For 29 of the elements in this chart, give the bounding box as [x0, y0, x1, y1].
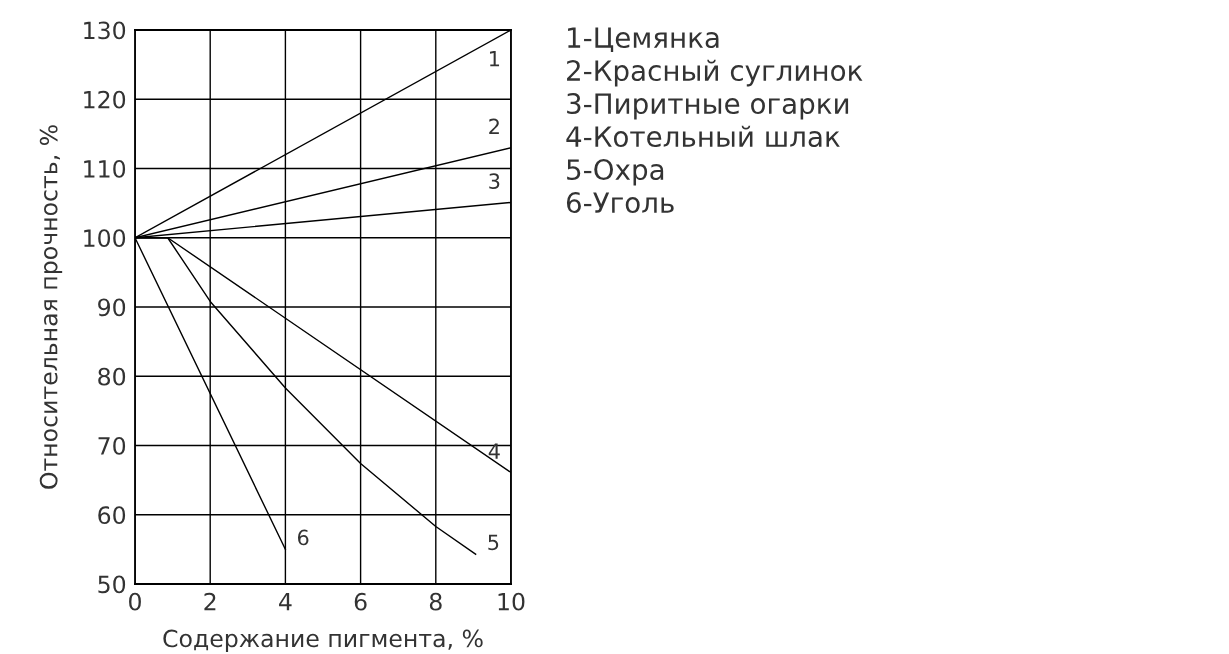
y-tick-label: 60	[98, 506, 126, 525]
y-tick-label: 80	[98, 367, 126, 386]
y-tick-label: 50	[98, 575, 126, 594]
y-tick-label: 70	[98, 436, 126, 455]
y-tick-label: 120	[84, 90, 126, 109]
text: 6-Уголь	[566, 192, 674, 214]
text: 3-Пиритные огарки	[567, 93, 849, 120]
y-tick-label: 100	[84, 229, 126, 248]
x-tick-label: 8	[429, 592, 442, 611]
series-label: 5	[488, 534, 499, 551]
text: 5-Охра	[567, 159, 664, 186]
text: 2-Красный суглинок	[567, 59, 863, 87]
series-label: 6	[297, 529, 309, 546]
x-tick-label: 6	[354, 592, 367, 611]
series-label: 2	[489, 118, 499, 135]
x-axis-title: Содержание пигмента, %	[163, 629, 483, 652]
text: 1-Цемянка	[568, 27, 719, 53]
x-tick-label: 10	[498, 592, 525, 611]
y-tick-label: 130	[84, 21, 126, 40]
y-tick-label: 90	[98, 298, 126, 317]
text: 4-Котельный шлак	[566, 125, 840, 148]
x-tick-label: 2	[204, 592, 216, 611]
y-axis-title: Относительная прочность, %	[39, 125, 63, 489]
series-label: 3	[489, 173, 500, 190]
series-label: 4	[488, 443, 500, 459]
x-tick-label: 0	[129, 592, 141, 611]
series-label: 1	[489, 51, 500, 67]
x-tick-label: 4	[279, 593, 292, 611]
y-tick-label: 110	[84, 159, 126, 178]
